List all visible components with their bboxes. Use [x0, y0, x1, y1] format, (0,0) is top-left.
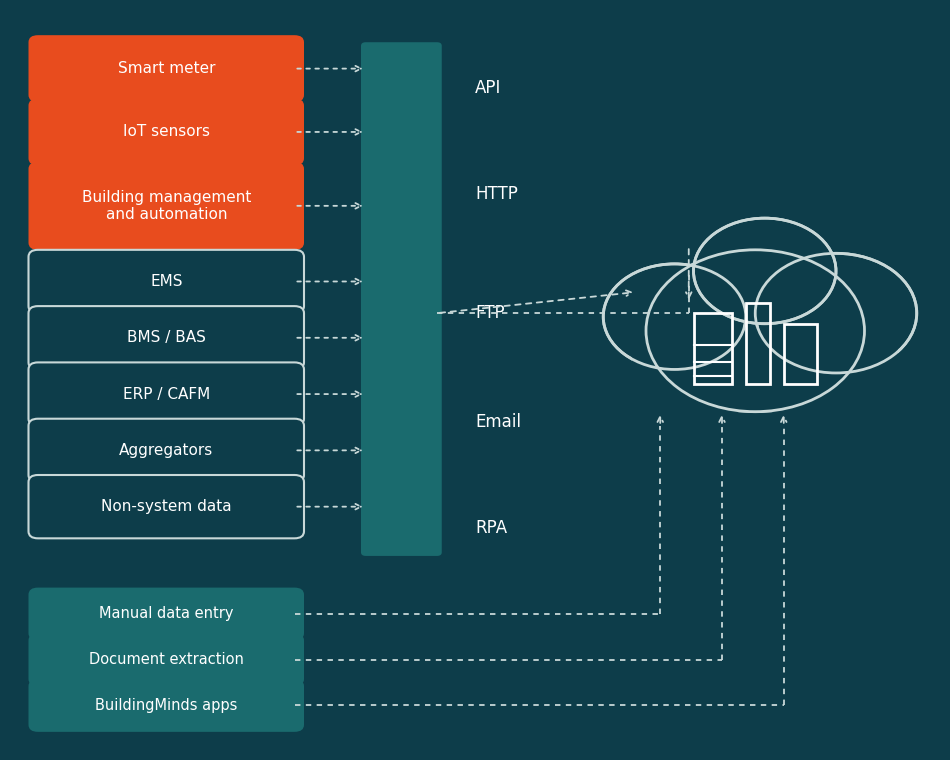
- Bar: [632, 328, 898, 412]
- FancyBboxPatch shape: [28, 250, 304, 313]
- Text: Email: Email: [475, 413, 521, 431]
- Text: IoT sensors: IoT sensors: [123, 125, 210, 139]
- Circle shape: [646, 250, 864, 412]
- Text: BuildingMinds apps: BuildingMinds apps: [95, 698, 238, 713]
- Text: API: API: [475, 79, 502, 97]
- Circle shape: [755, 253, 917, 373]
- Circle shape: [603, 264, 746, 369]
- FancyBboxPatch shape: [28, 679, 304, 732]
- FancyBboxPatch shape: [28, 35, 304, 102]
- Text: Non-system data: Non-system data: [101, 499, 232, 515]
- Text: Manual data entry: Manual data entry: [99, 606, 234, 622]
- Text: RPA: RPA: [475, 519, 507, 537]
- FancyBboxPatch shape: [28, 99, 304, 166]
- Text: FTP: FTP: [475, 304, 504, 322]
- FancyBboxPatch shape: [28, 162, 304, 250]
- FancyBboxPatch shape: [28, 419, 304, 482]
- Text: Aggregators: Aggregators: [119, 443, 214, 458]
- Text: ERP / CAFM: ERP / CAFM: [123, 387, 210, 401]
- FancyBboxPatch shape: [28, 475, 304, 538]
- Text: HTTP: HTTP: [475, 185, 518, 202]
- Text: Smart meter: Smart meter: [118, 61, 215, 76]
- Circle shape: [694, 218, 836, 324]
- Text: EMS: EMS: [150, 274, 182, 289]
- FancyBboxPatch shape: [28, 633, 304, 686]
- FancyBboxPatch shape: [361, 43, 442, 556]
- Text: BMS / BAS: BMS / BAS: [126, 331, 206, 345]
- FancyBboxPatch shape: [28, 363, 304, 426]
- FancyBboxPatch shape: [28, 306, 304, 369]
- FancyBboxPatch shape: [28, 587, 304, 641]
- Text: Document extraction: Document extraction: [88, 652, 244, 667]
- Text: Building management
and automation: Building management and automation: [82, 190, 251, 222]
